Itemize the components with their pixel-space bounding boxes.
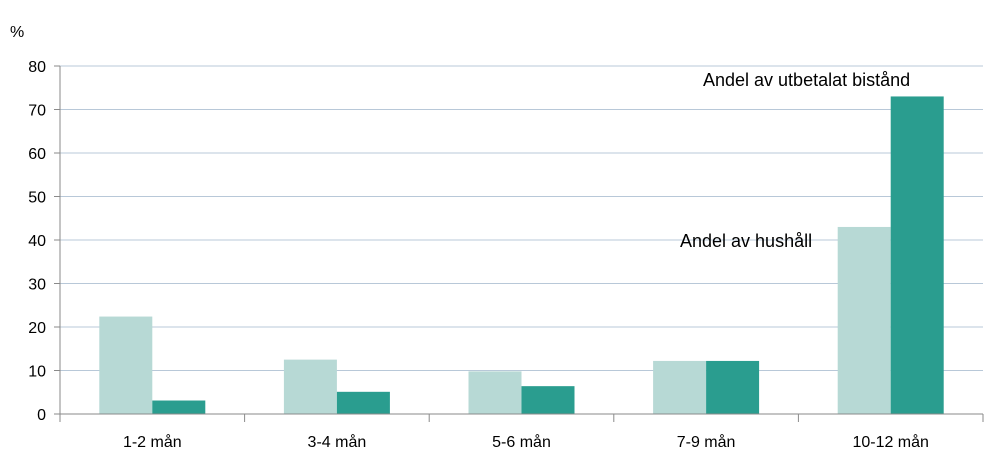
bars: [99, 96, 944, 414]
series-annotation-households: Andel av hushåll: [680, 231, 812, 251]
y-tick-label: 60: [28, 146, 46, 163]
y-tick-label: 10: [28, 364, 46, 381]
x-tick-label: 7-9 mån: [677, 433, 736, 451]
x-tick-label: 5-6 mån: [492, 433, 551, 451]
bar-households: [468, 371, 522, 414]
axes: [54, 65, 984, 422]
bar-paid-assistance: [706, 360, 760, 414]
bar-paid-assistance: [336, 391, 390, 414]
x-tick-labels: 1-2 mån 3-4 mån 5-6 mån 7-9 mån 10-12 mån: [123, 433, 929, 451]
bar-households: [283, 359, 337, 414]
bar-paid-assistance: [890, 96, 944, 414]
x-tick-label: 10-12 mån: [852, 433, 929, 451]
y-unit-label: %: [10, 24, 24, 41]
y-tick-label: 30: [28, 277, 46, 294]
series-annotation-paid-assistance: Andel av utbetalat bistånd: [703, 70, 910, 90]
bar-paid-assistance: [521, 386, 575, 414]
x-tick-label: 3-4 mån: [308, 433, 367, 451]
y-tick-label: 40: [28, 233, 46, 250]
y-tick-label: 50: [28, 190, 46, 207]
bar-paid-assistance: [152, 400, 206, 414]
bar-households: [653, 360, 707, 414]
y-tick-label: 80: [28, 59, 46, 76]
bar-households: [99, 316, 153, 414]
y-tick-label: 70: [28, 103, 46, 120]
x-tick-label: 1-2 mån: [123, 433, 182, 451]
y-tick-label: 0: [37, 407, 46, 424]
y-tick-label: 20: [28, 320, 46, 337]
y-tick-labels: 0 10 20 30 40 50 60 70 80: [28, 59, 46, 424]
gridlines: [60, 65, 983, 371]
bar-households: [837, 226, 891, 414]
